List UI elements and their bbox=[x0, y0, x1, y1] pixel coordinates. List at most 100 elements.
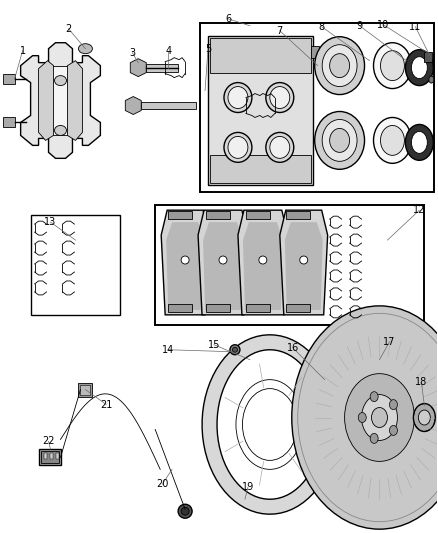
Bar bbox=[3, 74, 14, 84]
Bar bbox=[208, 36, 313, 185]
Ellipse shape bbox=[314, 111, 364, 169]
Ellipse shape bbox=[361, 394, 397, 440]
Polygon shape bbox=[166, 222, 204, 310]
Text: 5: 5 bbox=[205, 44, 211, 54]
Text: 20: 20 bbox=[156, 479, 168, 489]
Bar bbox=[206, 304, 230, 312]
Ellipse shape bbox=[331, 410, 349, 432]
Ellipse shape bbox=[54, 125, 67, 135]
Ellipse shape bbox=[358, 413, 366, 423]
Bar bbox=[286, 211, 310, 219]
Polygon shape bbox=[161, 210, 209, 315]
Bar bbox=[286, 304, 310, 312]
Text: 6: 6 bbox=[225, 14, 231, 24]
Bar bbox=[168, 304, 192, 312]
Ellipse shape bbox=[374, 117, 411, 163]
Polygon shape bbox=[39, 61, 53, 140]
Bar bbox=[41, 451, 59, 463]
Bar bbox=[424, 52, 432, 62]
Ellipse shape bbox=[178, 504, 192, 518]
Ellipse shape bbox=[343, 446, 350, 454]
Bar bbox=[3, 117, 14, 127]
Ellipse shape bbox=[181, 256, 189, 264]
Ellipse shape bbox=[233, 347, 237, 352]
Ellipse shape bbox=[389, 400, 397, 410]
Ellipse shape bbox=[322, 119, 357, 161]
Bar bbox=[49, 454, 53, 459]
Ellipse shape bbox=[228, 136, 248, 158]
Ellipse shape bbox=[381, 125, 404, 155]
Text: 19: 19 bbox=[242, 482, 254, 492]
Ellipse shape bbox=[413, 403, 435, 432]
Bar bbox=[311, 46, 319, 58]
Text: 9: 9 bbox=[357, 21, 363, 31]
Text: 14: 14 bbox=[162, 345, 174, 355]
Ellipse shape bbox=[270, 86, 290, 109]
Ellipse shape bbox=[370, 433, 378, 443]
Bar bbox=[78, 383, 92, 397]
Ellipse shape bbox=[371, 408, 388, 427]
Text: 17: 17 bbox=[383, 337, 396, 347]
Text: 10: 10 bbox=[378, 20, 390, 30]
Ellipse shape bbox=[411, 132, 427, 154]
Ellipse shape bbox=[317, 400, 324, 408]
Bar bbox=[246, 304, 270, 312]
Bar bbox=[43, 454, 46, 459]
Polygon shape bbox=[130, 59, 146, 77]
Text: 3: 3 bbox=[129, 47, 135, 58]
Bar bbox=[210, 155, 311, 183]
Text: 4: 4 bbox=[165, 46, 171, 55]
Bar bbox=[206, 211, 230, 219]
Ellipse shape bbox=[224, 83, 252, 112]
Ellipse shape bbox=[300, 372, 379, 471]
Text: 7: 7 bbox=[277, 26, 283, 36]
Bar bbox=[200, 23, 434, 192]
Ellipse shape bbox=[345, 374, 414, 462]
Polygon shape bbox=[202, 335, 328, 514]
Polygon shape bbox=[280, 210, 328, 315]
Text: 11: 11 bbox=[409, 22, 421, 32]
Ellipse shape bbox=[374, 43, 411, 88]
Text: 1: 1 bbox=[20, 46, 26, 55]
Ellipse shape bbox=[310, 384, 370, 459]
Polygon shape bbox=[21, 43, 100, 158]
Ellipse shape bbox=[300, 256, 308, 264]
Ellipse shape bbox=[314, 37, 364, 94]
Polygon shape bbox=[238, 210, 288, 315]
Ellipse shape bbox=[330, 54, 350, 78]
Bar bbox=[81, 385, 90, 394]
Ellipse shape bbox=[270, 136, 290, 158]
Polygon shape bbox=[243, 222, 283, 310]
Ellipse shape bbox=[242, 389, 297, 461]
Bar bbox=[210, 38, 311, 72]
Text: 12: 12 bbox=[413, 205, 426, 215]
Ellipse shape bbox=[219, 256, 227, 264]
Bar bbox=[31, 215, 120, 315]
Bar bbox=[39, 449, 60, 465]
Ellipse shape bbox=[389, 425, 397, 435]
Ellipse shape bbox=[240, 494, 250, 504]
Text: 8: 8 bbox=[318, 22, 325, 32]
Ellipse shape bbox=[343, 389, 350, 397]
Ellipse shape bbox=[181, 507, 189, 515]
Polygon shape bbox=[67, 61, 82, 140]
Bar bbox=[141, 101, 196, 109]
Text: 22: 22 bbox=[42, 437, 55, 447]
Ellipse shape bbox=[406, 50, 433, 86]
Ellipse shape bbox=[429, 76, 434, 83]
Bar bbox=[56, 454, 59, 459]
Ellipse shape bbox=[381, 51, 404, 80]
Bar bbox=[155, 205, 424, 325]
Ellipse shape bbox=[259, 256, 267, 264]
Ellipse shape bbox=[292, 306, 438, 529]
Bar bbox=[42, 66, 78, 135]
Text: 16: 16 bbox=[286, 343, 299, 353]
Ellipse shape bbox=[266, 132, 294, 163]
Bar bbox=[146, 63, 178, 71]
Ellipse shape bbox=[228, 86, 248, 109]
Ellipse shape bbox=[370, 392, 378, 402]
Ellipse shape bbox=[224, 132, 252, 163]
Polygon shape bbox=[125, 96, 141, 115]
Text: 18: 18 bbox=[415, 377, 427, 386]
Polygon shape bbox=[198, 210, 248, 315]
